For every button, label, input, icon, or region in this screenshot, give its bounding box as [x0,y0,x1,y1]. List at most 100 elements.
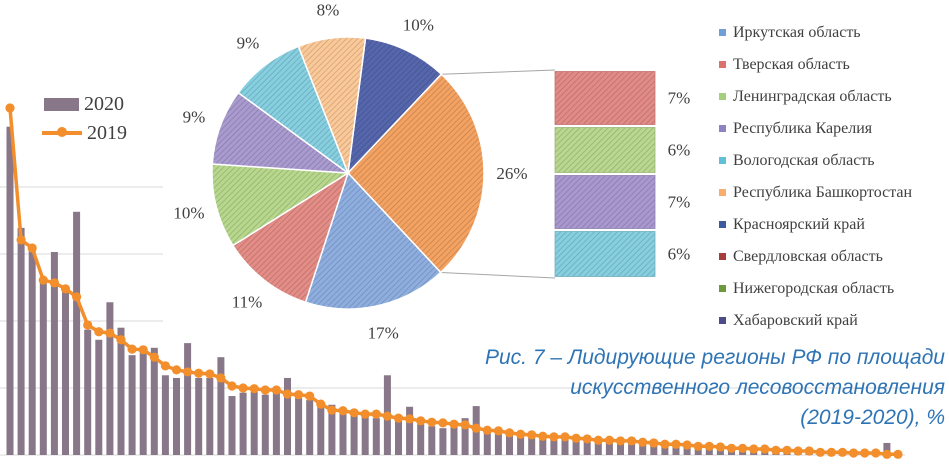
line-point-2019 [582,434,592,444]
bar-2020 [106,302,114,455]
line-point-2019 [704,441,714,451]
line-point-2019 [305,391,315,401]
legend-label: Ленинградская область [733,88,892,105]
bar-2020 [206,377,214,455]
line-point-2019 [793,446,803,456]
bar-2020 [339,412,347,455]
bar-2020 [561,436,569,455]
breakdown-segment [554,231,656,277]
legend-swatch-line [42,127,82,139]
line-point-2019 [593,435,603,445]
pie-slice [211,163,351,247]
line-point-2019 [782,445,792,455]
line-point-2019 [371,409,381,419]
line-point-2019 [393,413,404,423]
bar-2020 [217,357,225,455]
bar-2020 [550,438,558,455]
legend-marker [719,93,726,100]
legend-marker [719,61,726,68]
line-point-2019 [538,431,548,441]
pie-slice [304,171,442,310]
legend-item: Свердловская область [719,246,912,278]
line-point-2019 [660,439,670,449]
bar-2020 [139,351,147,455]
legend-label: Свердловская область [733,248,883,265]
bar-2020 [6,126,14,455]
line-point-2019 [116,335,126,345]
line-point-2019 [238,383,248,393]
line-point-2019 [72,292,82,302]
line-point-2019 [760,444,770,454]
breakdown-data-label: 7% [668,89,691,108]
bars-2020 [6,126,902,455]
breakdown-data-label: 6% [668,141,691,160]
legend-label: Красноярский край [733,216,865,233]
bar-2020 [17,227,25,455]
bar-2020 [494,432,502,455]
line-point-2019 [105,328,115,338]
line-point-2019 [38,275,48,285]
bar-2020 [239,392,247,455]
bar-2020 [272,392,280,455]
pie-slice [346,73,485,274]
bar-2020 [161,375,169,455]
line-point-2019 [549,432,559,442]
bar-2020 [450,424,458,455]
bar-2020 [306,400,314,455]
line-point-2019 [138,345,148,355]
line-point-2019 [749,444,759,454]
pie-data-label: 10% [173,204,204,223]
line-point-2019 [849,448,859,458]
line-point-2019 [227,381,237,391]
bar-2020 [50,251,58,455]
bar-2020 [617,442,624,455]
line-point-2019 [482,425,492,435]
legend-item: Вологодская область [719,150,912,182]
line-point-2019 [804,446,814,456]
line-point-2019 [427,417,437,427]
bar-2020 [350,414,358,455]
legend-marker [719,317,726,324]
legend-marker [719,189,726,196]
line-point-2019 [127,344,137,354]
pie-slice [297,36,367,174]
legend-item: Нижегородская область [719,278,912,310]
bar-2020 [39,280,47,455]
line-point-2019 [738,443,748,453]
pie-slice [346,37,443,176]
legend-label-2020: 2020 [84,93,124,115]
line-point-2019 [671,439,681,449]
pie-data-label: 11% [232,293,263,312]
pie-breakdown-bar: 7% 6% 7% 6% [554,71,691,277]
bar-2020 [705,446,713,455]
line-point-2019 [205,369,215,379]
bar-2020 [261,394,269,455]
line-point-2019 [771,445,781,455]
region-legend: Иркутская область Тверская область Ленин… [719,22,912,342]
bar-2020 [328,404,336,455]
legend-label: Иркутская область [733,24,861,41]
bar-2020 [295,398,303,455]
bar-2020 [395,420,402,455]
legend-marker [719,221,726,228]
line-point-2019 [893,449,903,459]
legend-label: Вологодская область [733,152,875,169]
line-point-2019 [338,406,348,416]
bar-2020 [184,343,192,455]
bar-2020 [483,430,491,455]
bar-2020 [62,290,69,455]
bar-2020 [95,339,103,455]
legend-item: Ленинградская область [719,86,912,118]
bar-2020 [583,440,591,455]
bar-2020 [628,442,636,455]
bar-2020 [284,377,291,455]
line-point-2019 [504,428,515,438]
line-point-2019 [527,430,537,440]
legend-label: Республика Башкортостан [733,184,913,201]
line-point-2019 [249,384,259,394]
line-point-2019 [516,429,526,439]
figure-caption: Рис. 7 – Лидирующие регионы РФ по площад… [485,343,945,433]
line-point-2019 [27,243,37,253]
